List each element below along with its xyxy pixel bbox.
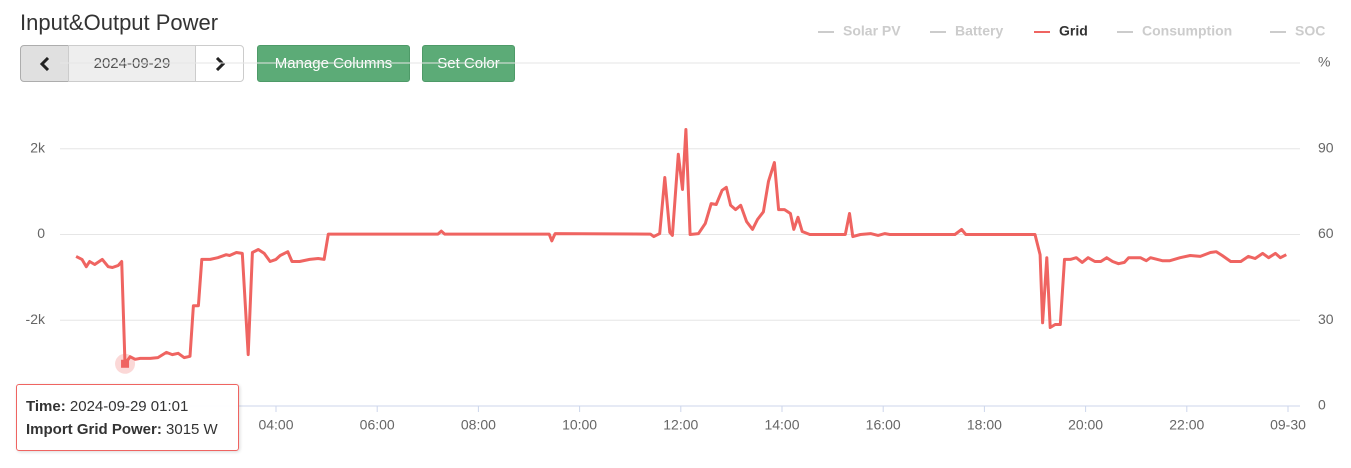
tooltip-label: Import Grid Power: xyxy=(26,421,162,438)
x-tick-label: 12:00 xyxy=(663,417,698,433)
y2-tick-label: 0 xyxy=(1318,397,1326,413)
tooltip-label: Time: xyxy=(26,398,66,415)
tooltip-power-row: Import Grid Power: 3015 W xyxy=(26,418,229,441)
x-tick-label: 04:00 xyxy=(258,417,293,433)
chevron-left xyxy=(39,56,49,71)
y2-tick-label: 30 xyxy=(1318,311,1334,327)
x-tick-label: 09-30 xyxy=(1270,417,1306,433)
x-tick-label: 18:00 xyxy=(967,417,1002,433)
x-tick-label: 16:00 xyxy=(866,417,901,433)
y2-tick-label: 90 xyxy=(1318,139,1334,155)
x-tick-label: 06:00 xyxy=(360,417,395,433)
legend-item[interactable]: SOC xyxy=(1295,23,1325,39)
tooltip: Time: 2024-09-29 01:01 Import Grid Power… xyxy=(16,384,239,451)
y2-tick-label: 60 xyxy=(1318,225,1334,241)
legend-item[interactable]: Solar PV xyxy=(843,23,901,39)
y2-axis-title: % xyxy=(1318,54,1330,70)
y-tick-label: 2k xyxy=(30,139,46,155)
y-tick-label: 0 xyxy=(37,225,45,241)
x-tick-label: 20:00 xyxy=(1068,417,1103,433)
legend-item[interactable]: Consumption xyxy=(1142,23,1232,39)
series-line xyxy=(75,128,1287,366)
tooltip-value: 2024-09-29 01:01 xyxy=(69,398,189,415)
page-title: Input&Output Power xyxy=(20,10,219,35)
x-tick-label: 14:00 xyxy=(764,417,799,433)
x-tick-label: 08:00 xyxy=(461,417,496,433)
x-tick-label: 22:00 xyxy=(1169,417,1204,433)
y-tick-label: -2k xyxy=(26,311,46,327)
legend-item[interactable]: Grid xyxy=(1059,23,1088,39)
tooltip-value: 3015 W xyxy=(166,421,218,438)
x-tick-label: 10:00 xyxy=(562,417,597,433)
hover-marker xyxy=(121,359,130,368)
tooltip-time-row: Time: 2024-09-29 01:01 xyxy=(26,395,229,418)
legend-item[interactable]: Battery xyxy=(955,23,1003,39)
